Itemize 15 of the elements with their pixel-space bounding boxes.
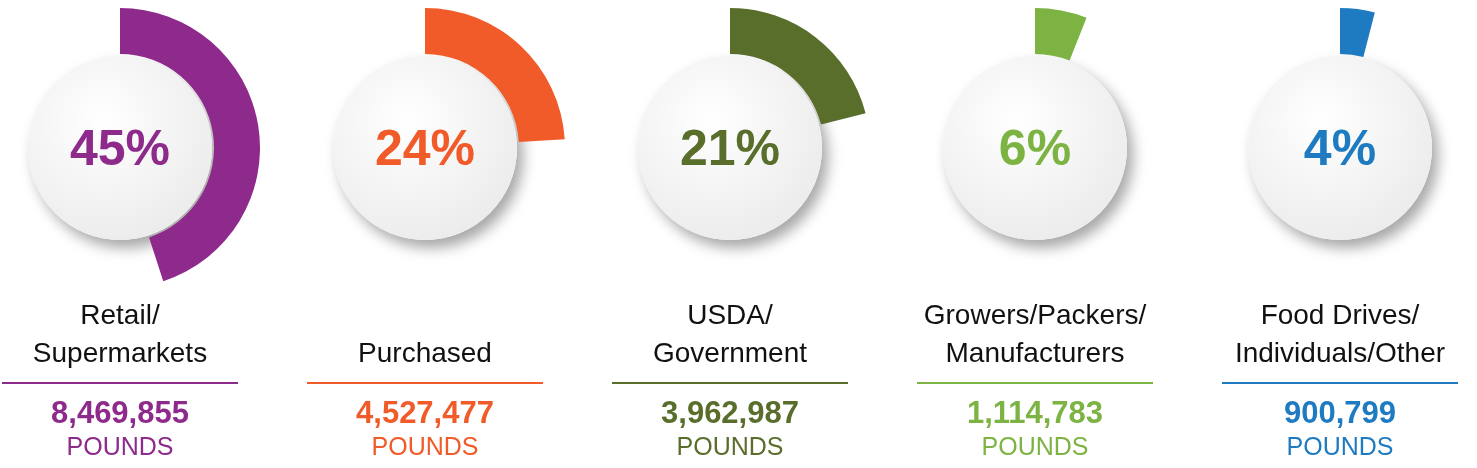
data-label: 21% — [679, 120, 781, 176]
category-label: USDA/ Government — [651, 298, 809, 370]
data-label: 24% — [374, 120, 476, 176]
category-label: Purchased — [357, 336, 493, 370]
category-label: Retail/ Supermarkets — [31, 298, 209, 370]
data-label: 45% — [69, 120, 171, 176]
category-label: Growers/Packers/ Manufacturers — [922, 298, 1148, 370]
text: 4,527,477 POUNDS — [355, 395, 495, 462]
text: 1,114,783 POUNDS — [965, 395, 1105, 462]
data-label: 4% — [1303, 120, 1377, 176]
text: 900,799 POUNDS — [1282, 395, 1398, 462]
text: 3,962,987 POUNDS — [660, 395, 800, 462]
category-label: Food Drives/ Individuals/Other — [1233, 298, 1447, 370]
data-label: 6% — [998, 120, 1072, 176]
text: 8,469,855 POUNDS — [50, 395, 190, 462]
